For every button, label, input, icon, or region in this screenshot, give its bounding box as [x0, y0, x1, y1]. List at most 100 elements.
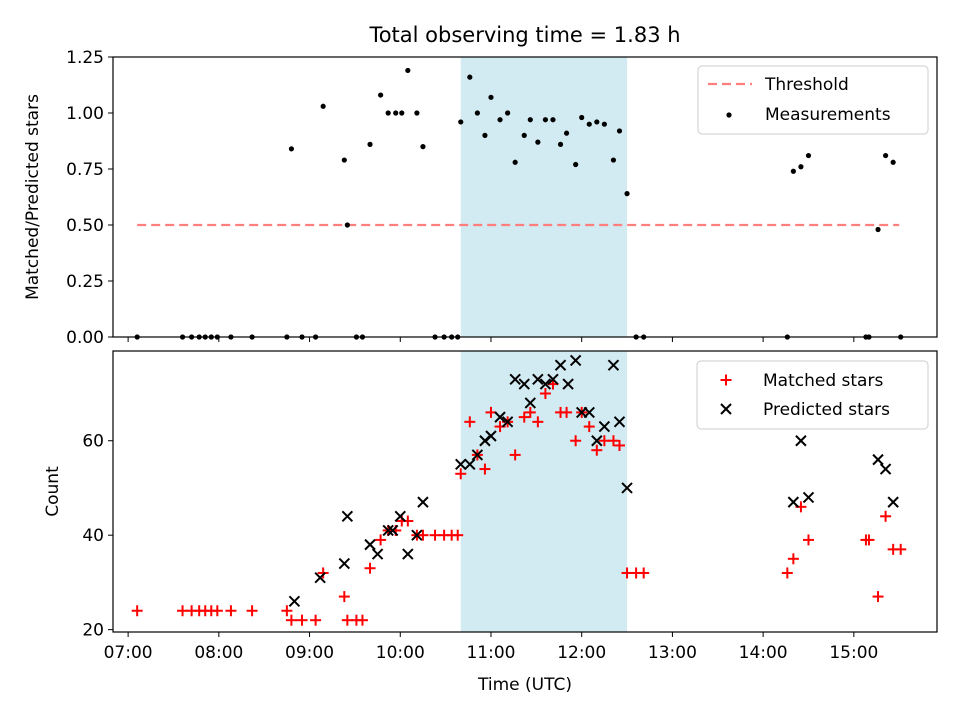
- matched-star-point: [638, 567, 650, 579]
- matched-star-point: [591, 444, 603, 456]
- count-y-ticks: 20 40 60: [82, 432, 113, 641]
- predicted-star-point: [341, 510, 354, 523]
- matched-star-point: [872, 591, 884, 603]
- measurement-point: [467, 74, 473, 80]
- predicted-star-point: [607, 359, 620, 371]
- measurement-point: [399, 110, 405, 116]
- measurement-point: [616, 128, 623, 134]
- matched-star-point: [296, 614, 308, 626]
- matched-star-point: [281, 605, 293, 617]
- ratio-panel: 0.00 0.25 0.50 0.75 1.00 1.25 Matched/Predict…: [23, 48, 938, 348]
- legend-measurements-label: Measurements: [765, 105, 891, 125]
- predicted-star-point: [509, 373, 521, 386]
- predicted-star-point: [471, 449, 484, 461]
- predicted-star-point: [795, 435, 807, 447]
- predicted-star-point: [583, 406, 595, 419]
- matched-star-point: [285, 614, 297, 626]
- measurement-point: [535, 139, 541, 145]
- chart-title: Total observing time = 1.83 h: [368, 23, 680, 47]
- count-panel: 20 40 60 07:00 08:00 09:00 10:00 11:00 12:00 13:…: [43, 350, 938, 695]
- count-x-tick-label: 08:00: [194, 643, 243, 663]
- measurement-point: [601, 121, 607, 127]
- predicted-star-point: [464, 458, 476, 471]
- matched-stars-points: [131, 378, 907, 626]
- ratio-y-tick-label: 0.00: [66, 328, 104, 348]
- predicted-star-point: [494, 411, 506, 423]
- predicted-star-point: [569, 354, 582, 367]
- ratio-y-tick-label: 0.75: [66, 160, 104, 180]
- matched-star-point: [479, 463, 491, 475]
- measurement-point: [414, 110, 420, 116]
- measurement-point: [458, 119, 464, 125]
- predicted-star-point: [621, 482, 633, 494]
- measurement-point: [474, 110, 480, 116]
- matched-star-point: [802, 534, 814, 546]
- predicted-star-point: [554, 359, 567, 371]
- measurement-point: [488, 94, 494, 100]
- count-x-tick-label: 09:00: [285, 643, 334, 663]
- legend-threshold-label: Threshold: [764, 75, 849, 95]
- measurement-point: [420, 144, 426, 150]
- matched-star-point: [895, 543, 907, 555]
- count-y-tick-label: 40: [82, 526, 104, 546]
- measurement-point: [521, 132, 527, 138]
- matched-star-point: [317, 567, 329, 579]
- predicted-star-point: [394, 510, 406, 523]
- predicted-star-point: [386, 524, 399, 537]
- measurement-point: [563, 130, 570, 136]
- predicted-star-point: [338, 557, 351, 570]
- count-x-tick-label: 07:00: [104, 643, 153, 663]
- measurement-point: [527, 117, 533, 123]
- observing-window-bottom: [460, 351, 628, 632]
- matched-star-point: [880, 510, 892, 522]
- measurement-point: [805, 152, 812, 159]
- count-legend: Matched stars Predicted stars: [696, 360, 929, 430]
- count-x-tick-label: 13:00: [648, 643, 697, 663]
- count-x-tick-label: 10:00: [376, 643, 425, 663]
- measurement-point: [550, 117, 556, 123]
- count-x-tick-label: 11:00: [466, 643, 515, 663]
- matched-star-point: [131, 605, 143, 617]
- count-y-label: Count: [43, 466, 63, 517]
- measurement-point: [288, 146, 295, 152]
- count-x-tick-label: 14:00: [739, 643, 788, 663]
- matched-star-point: [246, 605, 258, 617]
- ratio-legend: Threshold Measurements: [697, 65, 929, 135]
- matched-star-point: [452, 529, 464, 541]
- count-x-ticks: 07:00 08:00 09:00 10:00 11:00 12:00 13:00 14:00…: [104, 632, 878, 663]
- measurement-point: [497, 117, 503, 123]
- matched-star-point: [524, 406, 536, 418]
- ratio-y-tick-label: 1.25: [66, 48, 104, 68]
- ratio-y-tick-label: 0.25: [66, 272, 104, 292]
- measurement-point: [378, 92, 384, 98]
- matched-star-point: [485, 406, 497, 418]
- predicted-star-point: [402, 548, 414, 560]
- matched-star-point: [364, 562, 376, 574]
- count-legend-box: [696, 360, 929, 430]
- predicted-star-point: [411, 529, 423, 541]
- measurement-point: [573, 161, 579, 168]
- measurement-point: [882, 152, 889, 159]
- matched-star-point: [532, 416, 544, 428]
- ratio-y-tick-label: 0.50: [66, 216, 104, 236]
- predicted-star-point: [613, 416, 626, 428]
- count-x-tick-label: 15:00: [829, 643, 878, 663]
- count-panel-frame: [112, 350, 938, 633]
- predicted-star-point: [598, 420, 611, 433]
- measurement-point: [385, 110, 391, 116]
- legend-matched-swatch: [720, 374, 732, 386]
- legend-matched-label: Matched stars: [763, 371, 883, 391]
- measurement-point: [542, 117, 549, 123]
- measurement-point: [790, 168, 796, 174]
- legend-measurements-swatch: [726, 112, 732, 118]
- predicted-star-point: [455, 458, 467, 471]
- matched-star-point: [561, 406, 573, 418]
- predicted-star-point: [518, 378, 530, 390]
- matched-star-point: [570, 435, 582, 447]
- legend-x-marker: [720, 403, 732, 415]
- measurement-point: [890, 159, 896, 165]
- matched-star-point: [375, 534, 387, 546]
- measurement-point: [344, 222, 350, 228]
- measurement-point: [482, 132, 488, 138]
- predicted-star-point: [417, 496, 429, 508]
